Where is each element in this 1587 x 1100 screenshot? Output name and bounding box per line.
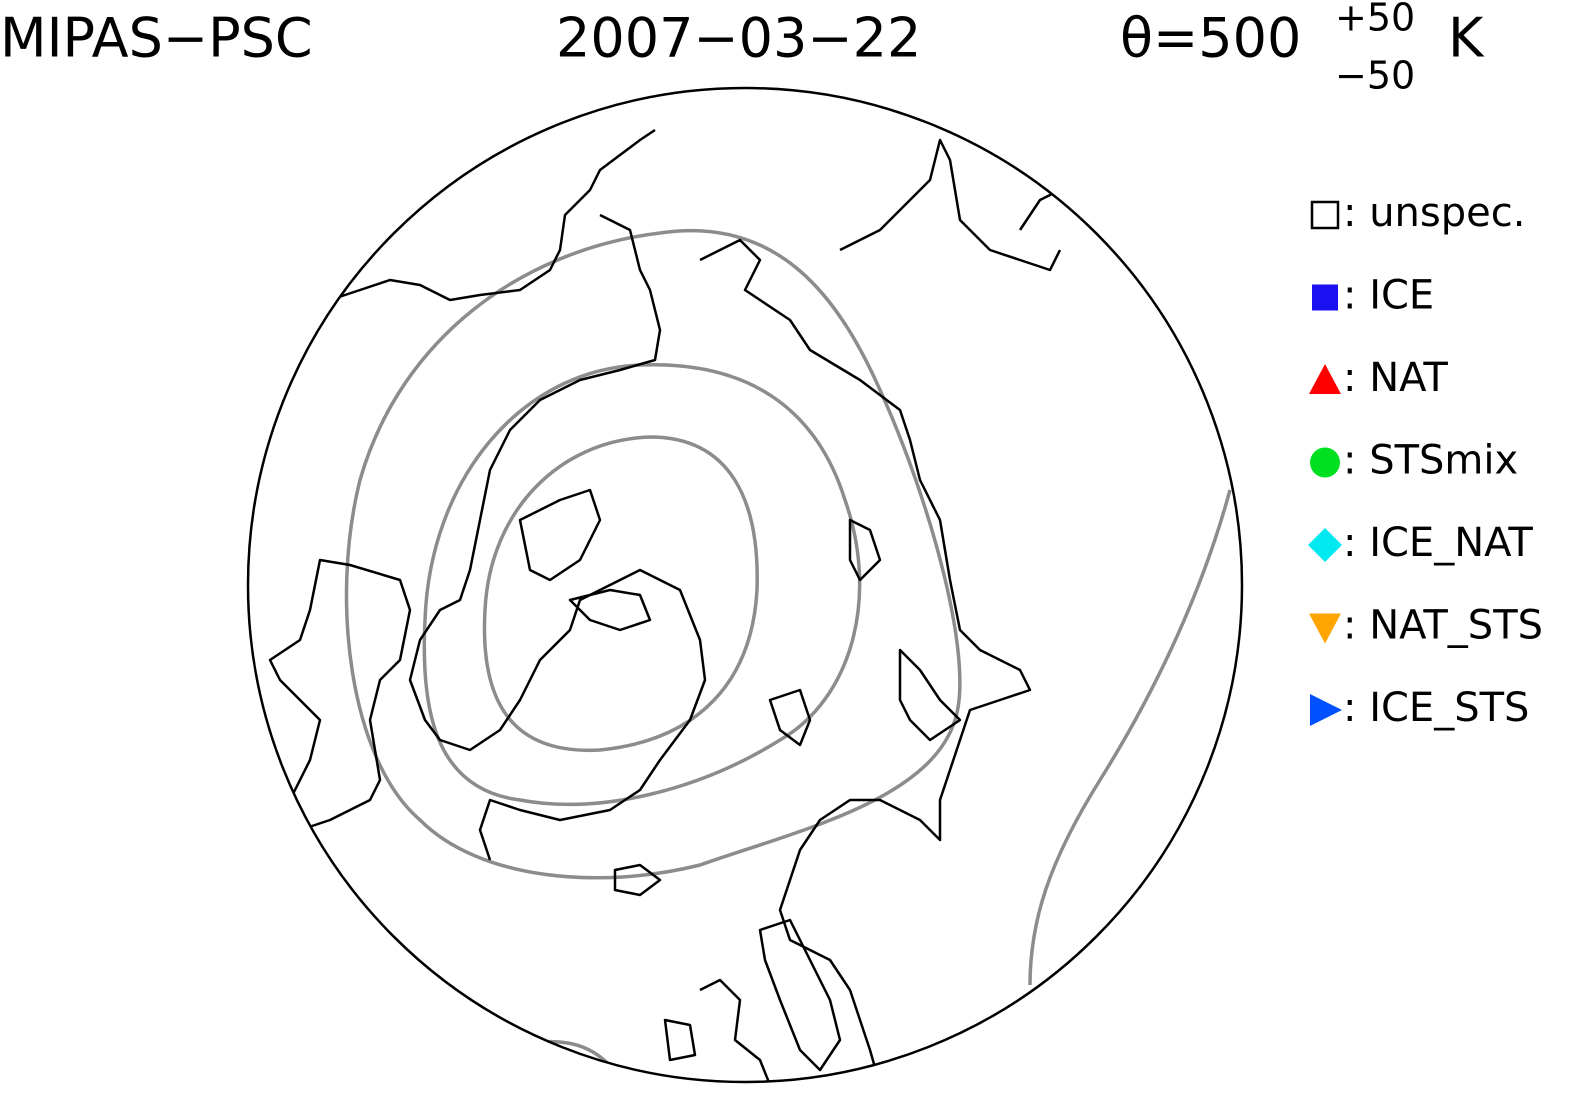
legend-symbol [1309,364,1341,394]
legend-label: : ICE_STS [1343,685,1529,731]
legend-label: : ICE [1343,273,1434,319]
legend-symbol [1309,613,1341,644]
coastlines [268,128,1062,1082]
legend-symbol [1310,200,1340,230]
legend-label: : ICE_NAT [1343,520,1533,566]
level-upper: +50 [1335,0,1415,40]
legend: : unspec. : ICE : NAT : STSmix : ICE_NAT : NA… [1308,190,1543,731]
globe-outline [246,86,1244,1084]
legend-symbol [1312,284,1338,311]
legend-label: : unspec. [1343,190,1525,236]
legend-label: : NAT [1343,355,1448,401]
legend-symbol [1310,447,1340,478]
level: θ=500 [1120,7,1301,70]
legend-symbol [1310,694,1342,726]
title: MIPAS−PSC [0,7,313,70]
date: 2007−03−22 [556,7,921,70]
legend-label: : STSmix [1343,438,1518,484]
level-lower: −50 [1335,54,1415,98]
legend-label: : NAT_STS [1343,603,1543,649]
legend-symbol [1308,528,1342,562]
level-unit: K [1448,7,1485,70]
map-area [268,128,1232,1082]
